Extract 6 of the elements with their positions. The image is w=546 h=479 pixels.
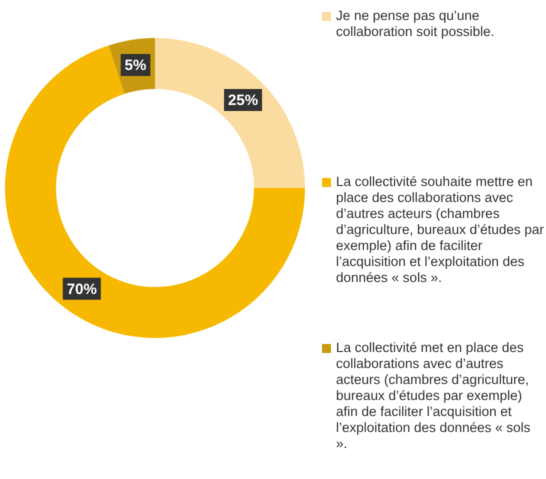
data-label: 5% xyxy=(124,57,146,74)
data-label: 70% xyxy=(66,280,97,298)
data-label: 25% xyxy=(228,92,258,110)
legend-label: La collectivité souhaite mettre en place des collaborations avec d’autres acteurs (chambres d’agriculture, bureaux d’études par exemple) afin de faciliter l’acquisition et l’exploitation des données « sols ». xyxy=(336,174,544,286)
legend-label: La collectivité met en place des collaborations avec d’autres acteurs (chambres d’agriculture, bureaux d’études par exemple) afin de faciliter l’acquisition et l’exploitation des données « sols ». xyxy=(336,340,532,452)
legend-label: Je ne pense pas qu’une collaboration soit possible. xyxy=(336,8,496,40)
